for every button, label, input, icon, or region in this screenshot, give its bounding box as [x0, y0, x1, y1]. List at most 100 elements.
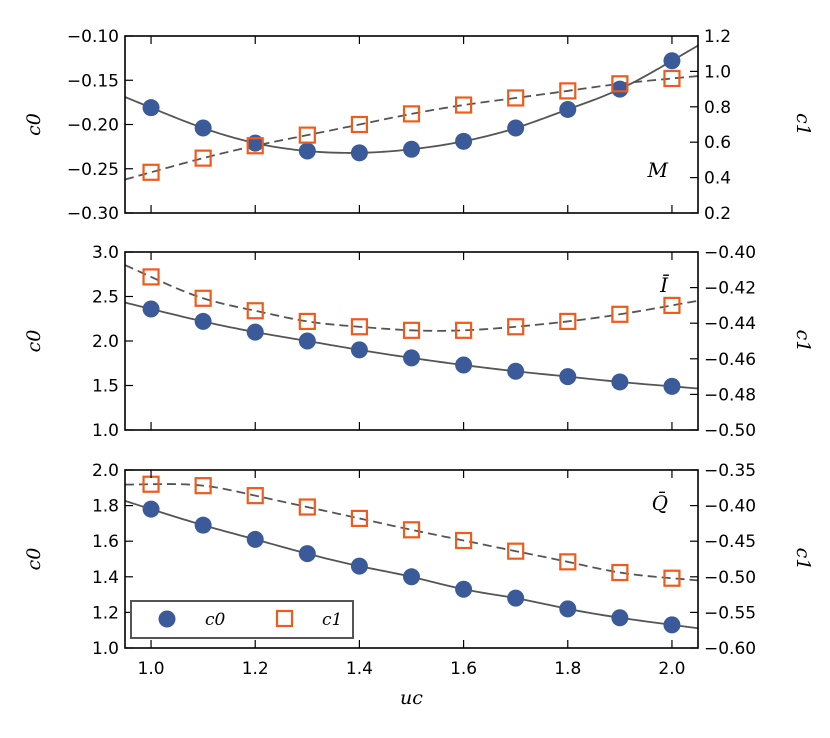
point-c0-panel-1 — [142, 99, 160, 117]
point-c1-panel-2 — [611, 305, 629, 323]
y-tick-label-left: 1.4 — [92, 568, 119, 588]
point-c0-panel-3 — [455, 580, 473, 598]
point-c0-panel-2 — [350, 341, 368, 359]
point-c0-panel-1 — [194, 119, 212, 137]
point-c1-panel-3 — [402, 521, 421, 539]
point-c0-panel-2 — [246, 323, 264, 341]
point-c1-panel-3 — [507, 542, 525, 560]
point-c1-panel-3 — [246, 487, 264, 505]
point-c1-panel-1 — [507, 89, 525, 107]
point-c1-panel-1 — [559, 82, 577, 100]
point-c1-panel-2 — [454, 321, 473, 339]
y-tick-label-right: −0.48 — [704, 385, 756, 405]
y-tick-label-right: 0.4 — [704, 169, 731, 189]
y-tick-label-right: 1.0 — [704, 62, 731, 82]
x-tick-label: 1.6 — [450, 659, 477, 679]
y-axis-label-left: c0 — [23, 548, 45, 571]
point-c0-panel-2 — [403, 349, 420, 367]
panel-1: −0.30 −0.25 −0.20 −0.15 −0.10 0.2 0.4 0.6 0.8 1.0… — [23, 27, 814, 224]
point-c0-panel-1 — [246, 134, 264, 152]
y-axis-label-left: c0 — [23, 330, 45, 353]
point-c0-panel-2 — [663, 377, 681, 395]
y-tick-label-right: −0.60 — [704, 639, 756, 659]
y-tick-label-left: 2.0 — [92, 332, 119, 352]
point-c0-panel-1 — [507, 119, 525, 137]
y-tick-label-left: −0.15 — [67, 71, 119, 91]
point-c0-panel-2 — [298, 332, 316, 350]
point-c0-panel-2 — [507, 362, 525, 380]
point-c0-panel-3 — [246, 530, 264, 548]
y-tick-label-left: 1.2 — [92, 603, 119, 623]
point-c1-panel-1 — [350, 115, 369, 134]
legend-marker-c1 — [275, 609, 294, 628]
y-tick-label-left: 2.0 — [92, 461, 119, 481]
y-tick-label-right: 0.8 — [704, 98, 731, 118]
y-tick-label-right: 0.6 — [704, 133, 731, 153]
y-tick-label-left: 3.0 — [92, 243, 119, 263]
y-tick-label-right: −0.40 — [704, 497, 756, 517]
point-c1-panel-2 — [246, 302, 264, 320]
point-c0-panel-2 — [611, 373, 629, 391]
y-tick-label-left: −0.25 — [67, 160, 119, 180]
y-tick-label-left: 1.5 — [92, 377, 119, 397]
point-c0-panel-3 — [350, 557, 368, 575]
point-c1-panel-1 — [142, 163, 160, 181]
point-c0-panel-2 — [142, 300, 160, 318]
point-c0-panel-1 — [559, 100, 577, 118]
point-c1-panel-1 — [611, 75, 629, 93]
y-tick-label-right: 0.2 — [704, 204, 731, 224]
y-tick-label-left: 1.0 — [92, 639, 119, 659]
panel-label: Ī — [659, 273, 670, 297]
y-tick-label-right: −0.50 — [704, 568, 756, 588]
point-c1-panel-2 — [663, 296, 681, 314]
point-c0-panel-2 — [559, 368, 577, 386]
point-c1-panel-3 — [298, 498, 316, 516]
y-tick-label-left: 1.8 — [92, 497, 119, 517]
y-axis-label-right: c1 — [792, 330, 814, 353]
x-tick-label: 2.0 — [658, 659, 685, 679]
point-c0-panel-3 — [559, 600, 577, 618]
x-tick-label: 1.2 — [242, 659, 269, 679]
point-c0-panel-3 — [611, 609, 629, 627]
point-c0-panel-3 — [663, 616, 681, 634]
legend-label-c1: c1 — [322, 610, 342, 630]
x-tick-label: 1.0 — [138, 659, 165, 679]
y-tick-label-left: 2.5 — [92, 288, 119, 308]
point-c1-panel-2 — [350, 318, 369, 336]
panel-3: 1.0 1.2 1.4 1.6 1.8 2.0 1.0 1.2 1.4 1.6 1.8 2.0 −0.6… — [23, 461, 814, 709]
y-tick-label-right: −0.46 — [704, 350, 756, 370]
legend-marker-c0 — [158, 610, 176, 628]
point-c0-panel-3 — [298, 545, 316, 563]
point-c1-panel-3 — [194, 477, 212, 495]
point-c1-panel-2 — [298, 312, 316, 331]
y-tick-label-left: −0.10 — [67, 27, 119, 47]
y-tick-label-right: 1.2 — [704, 27, 731, 47]
point-c0-panel-3 — [403, 568, 420, 586]
panel-2: 1.0 1.5 2.0 2.5 3.0 −0.50 −0.48 −0.46 −0.44 −0.42… — [23, 243, 814, 441]
point-c1-panel-2 — [194, 289, 212, 307]
point-c1-panel-3 — [454, 531, 473, 550]
x-tick-label: 1.4 — [346, 659, 373, 679]
panels: −0.30 −0.25 −0.20 −0.15 −0.10 0.2 0.4 0.6 0.8 1.0… — [23, 27, 814, 709]
plot-frame-panel-1 — [124, 35, 699, 214]
point-c0-panel-1 — [350, 144, 368, 162]
y-tick-label-right: −0.45 — [704, 532, 756, 552]
point-c1-panel-2 — [142, 268, 160, 286]
point-c0-panel-2 — [194, 312, 212, 330]
point-c1-panel-2 — [507, 318, 525, 336]
point-c0-panel-1 — [298, 142, 316, 160]
point-c1-panel-1 — [246, 137, 264, 155]
fit-curve-c1-panel-1 — [124, 75, 699, 181]
y-tick-label-right: −0.40 — [704, 243, 756, 263]
y-tick-label-right: −0.35 — [704, 461, 756, 481]
y-tick-label-left: −0.30 — [67, 204, 119, 224]
legend: c0 c1 — [130, 600, 354, 639]
point-c1-panel-3 — [611, 563, 629, 582]
y-tick-label-left: 1.0 — [92, 421, 119, 441]
point-c1-panel-1 — [402, 105, 421, 123]
fit-curve-c1-panel-2 — [124, 264, 699, 332]
y-axis-label-left: c0 — [23, 113, 45, 136]
y-tick-label-left: −0.20 — [67, 116, 119, 136]
y-tick-label-right: −0.50 — [704, 421, 756, 441]
point-c0-panel-1 — [403, 140, 420, 158]
